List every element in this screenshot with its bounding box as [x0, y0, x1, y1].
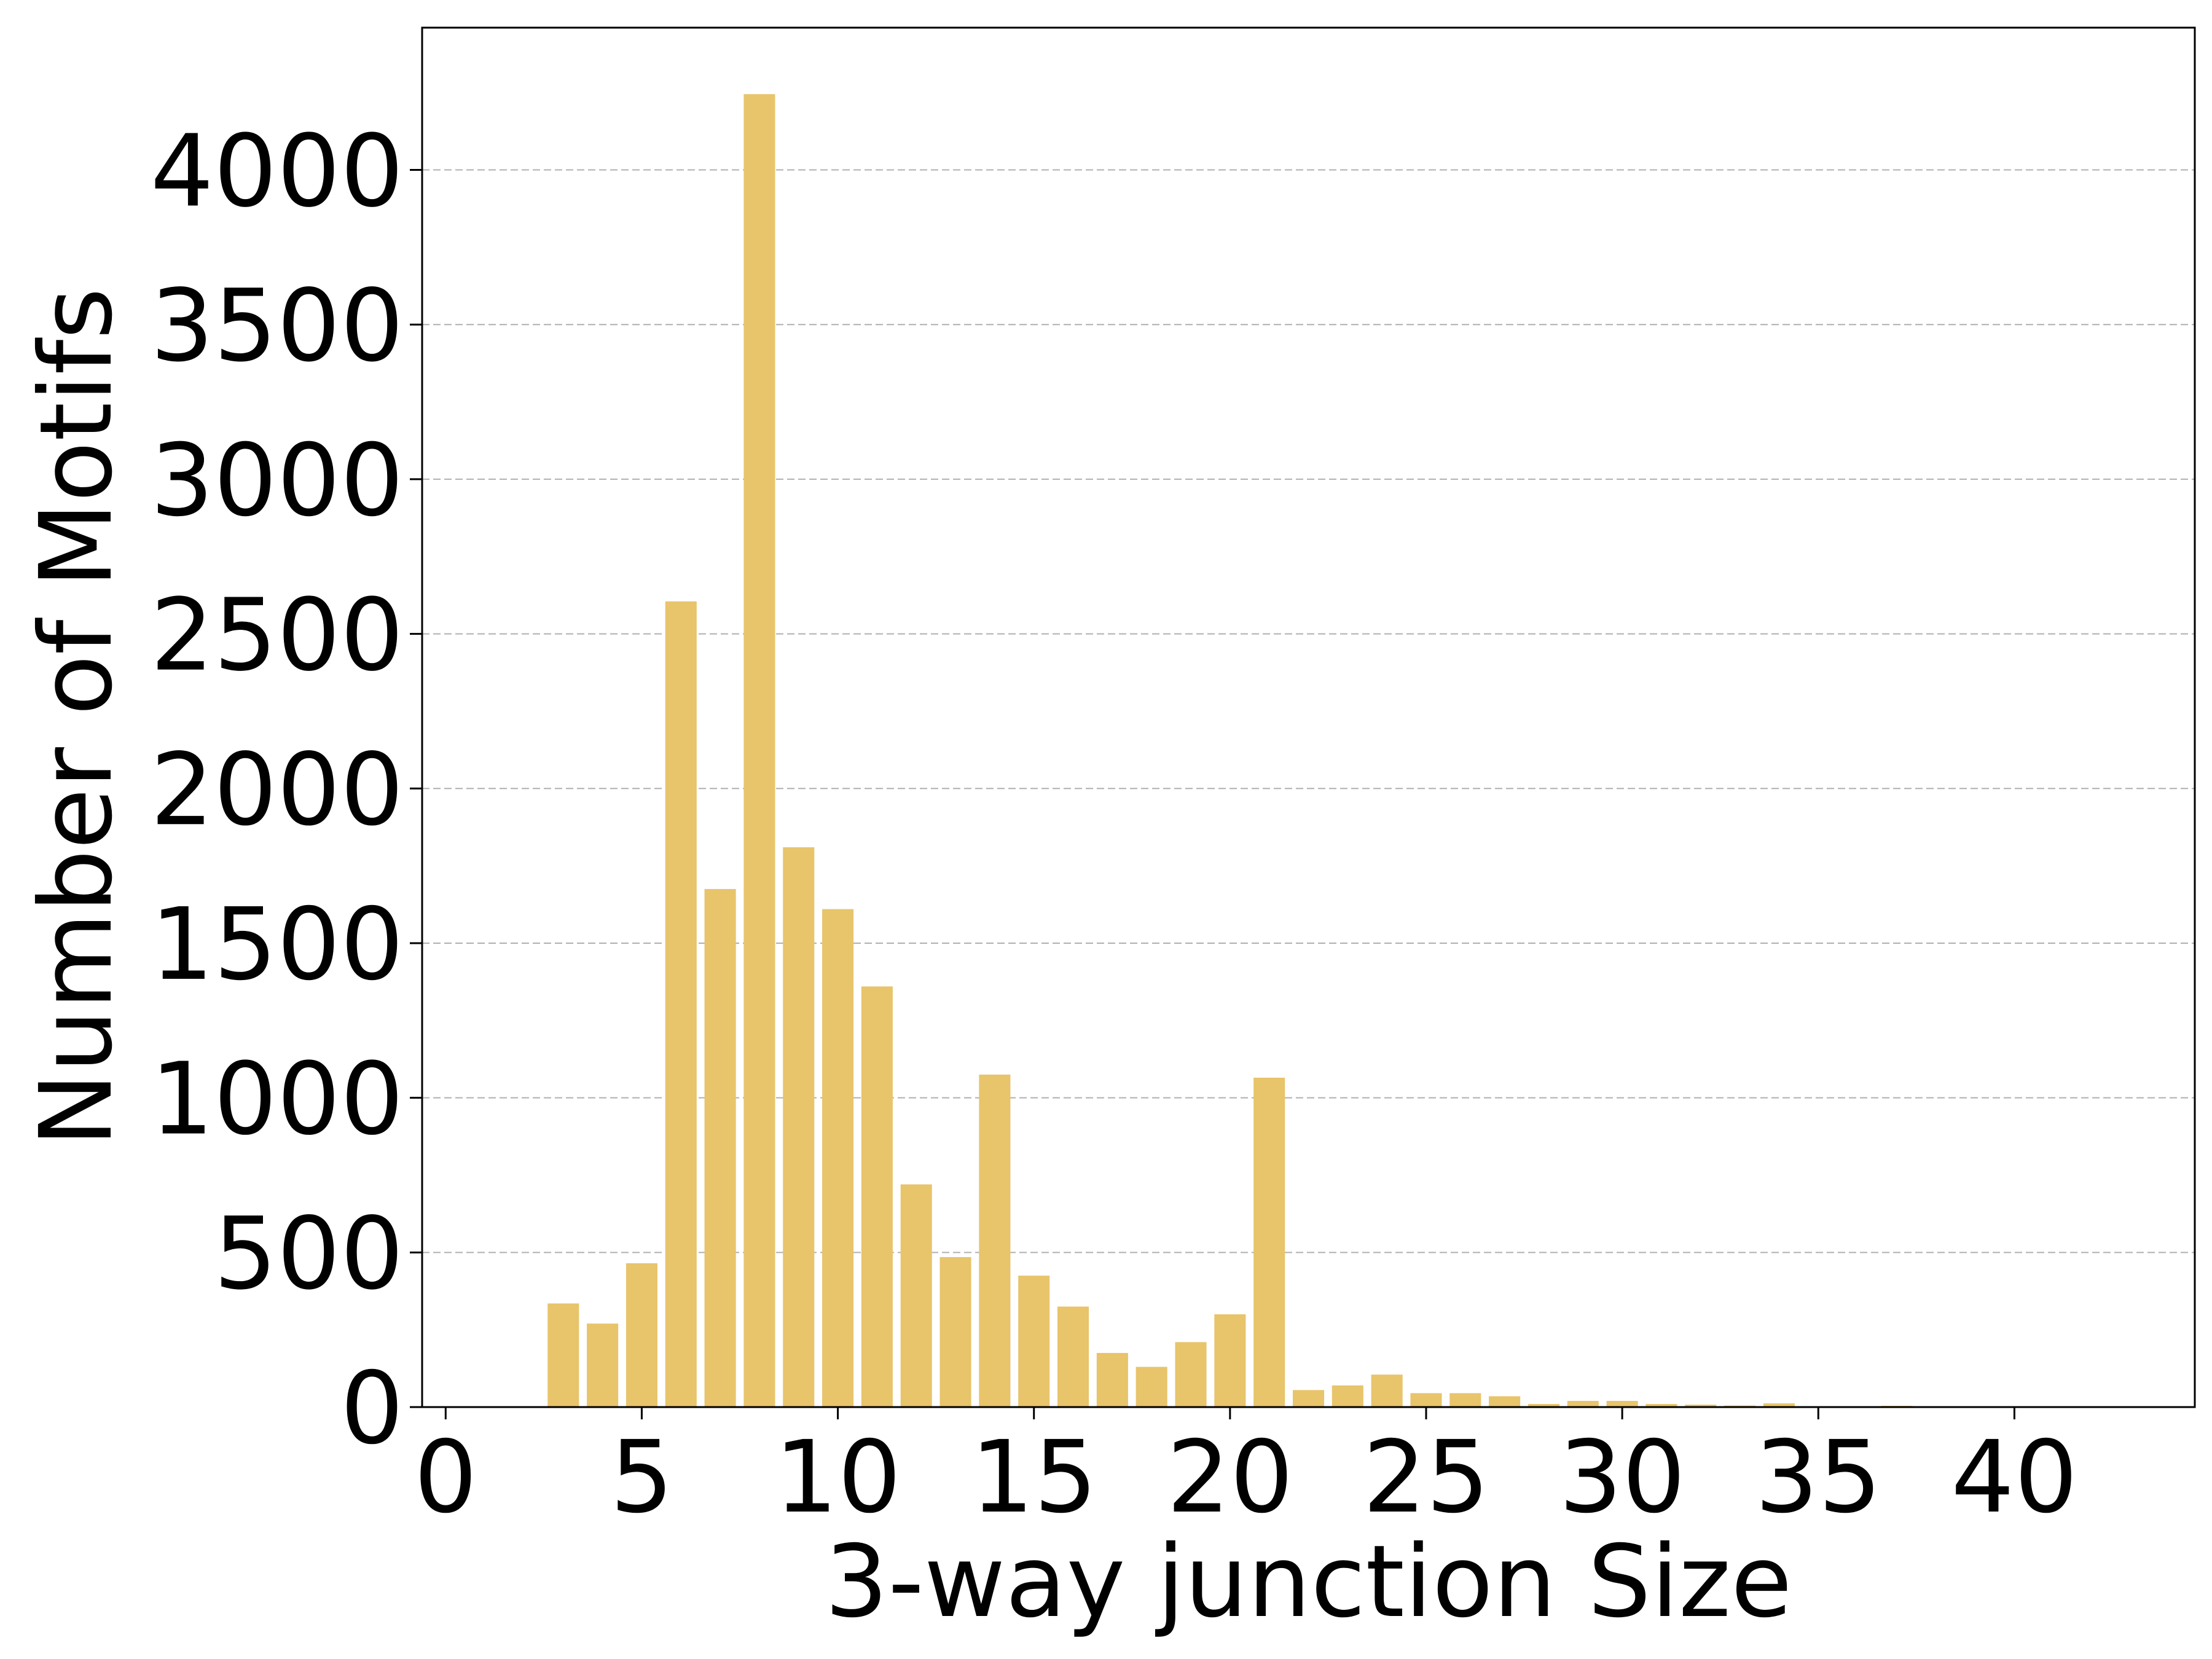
bar-24	[1371, 1375, 1403, 1407]
bar-22	[1292, 1390, 1325, 1407]
y-tick-label-3500: 3500	[151, 269, 404, 384]
bar-25	[1410, 1393, 1442, 1407]
bar-31	[1645, 1403, 1677, 1407]
y-tick-label-4000: 4000	[151, 114, 404, 230]
bar-23	[1332, 1385, 1363, 1407]
bar-12	[900, 1184, 932, 1407]
y-tick-label-3000: 3000	[151, 423, 404, 539]
bar-7	[704, 888, 736, 1407]
bar-19	[1175, 1342, 1207, 1407]
bar-28	[1528, 1403, 1559, 1407]
bar-17	[1096, 1352, 1128, 1407]
y-axis-label: Number of Motifs	[19, 288, 135, 1147]
plot-frame	[421, 26, 2196, 1408]
x-tick-label-30: 30	[1559, 1420, 1685, 1535]
x-tick-label-5: 5	[610, 1420, 673, 1535]
bar-26	[1449, 1393, 1481, 1407]
x-tick-label-40: 40	[1951, 1420, 2077, 1535]
x-tick-label-15: 15	[971, 1420, 1097, 1535]
bar-15	[1018, 1276, 1050, 1407]
bar-13	[939, 1257, 971, 1407]
x-tick-label-35: 35	[1755, 1420, 1881, 1535]
grid-lines	[422, 169, 2195, 1253]
bar-14	[979, 1074, 1011, 1407]
bar-16	[1057, 1306, 1089, 1407]
x-axis-ticks: 0 5 10 15 20 25 30 35 40	[414, 1407, 2077, 1535]
y-axis-ticks: 0 500 1000 1500 2000 2500 3000 3500 4000	[151, 114, 422, 1467]
y-tick-label-2500: 2500	[151, 578, 404, 694]
bar-5	[626, 1263, 657, 1407]
y-tick-label-0: 0	[340, 1351, 404, 1467]
bar-6	[665, 601, 697, 1407]
y-tick-label-500: 500	[214, 1196, 404, 1312]
bar-29	[1567, 1400, 1599, 1407]
x-axis-label: 3-way junction Size	[825, 1524, 1792, 1640]
bar-3	[547, 1303, 579, 1407]
bar-21	[1253, 1077, 1285, 1407]
y-tick-label-1000: 1000	[151, 1042, 404, 1158]
bar-10	[822, 909, 854, 1407]
y-tick-label-2000: 2000	[151, 732, 404, 848]
bar-20	[1214, 1314, 1246, 1407]
bar-27	[1489, 1396, 1521, 1407]
bar-8	[743, 94, 775, 1407]
y-tick-label-1500: 1500	[151, 887, 404, 1003]
x-tick-label-20: 20	[1167, 1420, 1293, 1535]
bar-18	[1135, 1367, 1167, 1407]
x-tick-label-10: 10	[775, 1420, 901, 1535]
bar-34	[1763, 1403, 1795, 1407]
bar-9	[783, 847, 815, 1407]
x-tick-label-0: 0	[414, 1420, 477, 1535]
bar-32	[1685, 1404, 1717, 1407]
bars	[547, 94, 1913, 1407]
bar-11	[861, 986, 893, 1407]
bar-4	[587, 1324, 619, 1407]
x-tick-label-25: 25	[1363, 1420, 1489, 1535]
bar-30	[1606, 1400, 1638, 1407]
